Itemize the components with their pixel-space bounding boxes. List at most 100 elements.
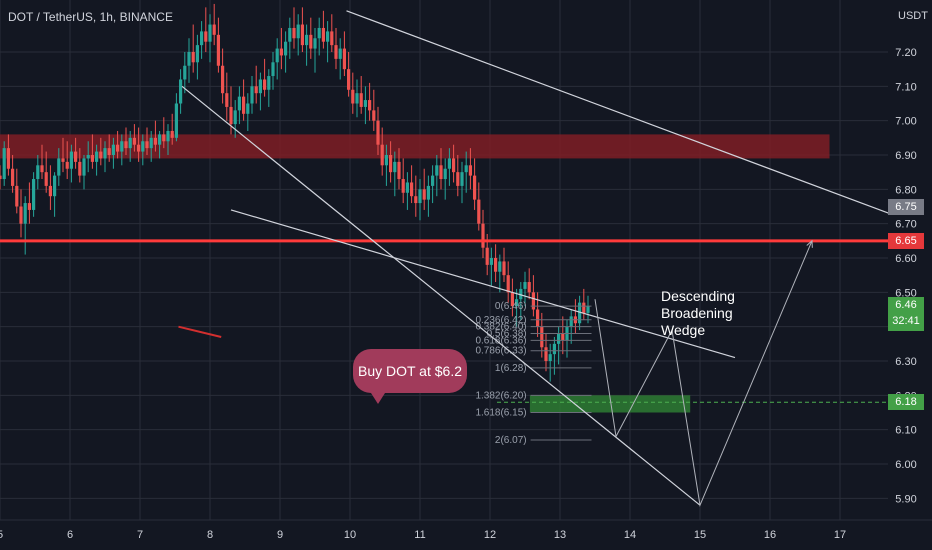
candle-up [233, 110, 237, 125]
candle-up [267, 76, 271, 90]
candle-up [57, 158, 61, 176]
candle-up [275, 48, 279, 63]
candle-down [494, 258, 498, 272]
candle-up [435, 165, 439, 176]
candle-up [166, 130, 170, 142]
candle-down [99, 151, 103, 159]
wedge-label-line-3: Wedge [661, 322, 706, 338]
x-tick-label: 16 [764, 529, 776, 541]
candle-down [414, 196, 418, 204]
candle-up [515, 299, 519, 307]
y-tick-label: 6.50 [895, 287, 916, 299]
candle-down [473, 175, 477, 200]
candle-down [351, 89, 355, 104]
fib-level-label: 0.786(6.33) [475, 346, 526, 357]
candle-up [36, 165, 40, 180]
fib-level-label: 0.618(6.36) [475, 335, 526, 346]
candle-down [468, 165, 472, 176]
candle-up [305, 34, 309, 46]
fib-level-label: 0.5(6.38) [487, 329, 527, 340]
candle-up [447, 158, 451, 169]
projection-arrowhead [806, 239, 813, 248]
x-tick-label: 5 [0, 529, 3, 541]
price-tag: 6.75 [888, 198, 924, 215]
x-tick-label: 12 [484, 529, 496, 541]
candle-down [368, 100, 372, 111]
candle-down [78, 161, 82, 176]
trendline [181, 85, 701, 506]
y-tick-label: 7.10 [895, 81, 916, 93]
candle-down [372, 110, 376, 121]
candle-down [132, 137, 136, 145]
candle-down [359, 93, 363, 107]
time-axis-background [0, 520, 932, 550]
x-tick-label: 17 [834, 529, 846, 541]
x-tick-label: 11 [414, 529, 425, 541]
buy-callout-text: Buy DOT at $6.2 [357, 363, 462, 379]
candle-up [187, 52, 191, 66]
candle-down [225, 93, 229, 107]
fib-level-label: 0(6.46) [495, 301, 527, 312]
candle-up [586, 306, 590, 313]
candle-down [485, 247, 489, 265]
candle-down [204, 31, 208, 42]
projection-path [594, 240, 813, 507]
candle-up [237, 96, 241, 111]
candle-down [216, 34, 220, 66]
candle-up [384, 155, 388, 166]
price-tag: 6.65 [888, 232, 924, 249]
candles [0, 3, 590, 382]
fib-level-label: 1(6.28) [495, 363, 527, 374]
candle-up [149, 137, 153, 149]
candle-up [313, 38, 317, 49]
y-tick-label: 6.30 [895, 356, 916, 368]
candle-up [363, 100, 367, 107]
candle-down [27, 203, 31, 210]
candle-down [191, 52, 195, 63]
candle-down [74, 151, 78, 162]
candle-up [195, 45, 199, 63]
candle-up [111, 144, 115, 155]
candle-up [103, 148, 107, 159]
candle-down [145, 141, 149, 149]
y-tick-label: 6.00 [895, 459, 916, 471]
x-tick-label: 7 [137, 529, 143, 541]
fib-level-label: 2(6.07) [495, 435, 527, 446]
candle-down [212, 24, 216, 35]
candle-up [498, 261, 502, 272]
candle-down [19, 206, 23, 224]
candle-down [376, 120, 380, 145]
candle-down [536, 309, 540, 327]
candle-up [284, 41, 288, 56]
fib-level-label: 1.618(6.15) [475, 408, 526, 419]
candle-down [40, 165, 44, 173]
candle-up [431, 175, 435, 186]
candle-down [221, 65, 225, 94]
fib-level-label: 0.382(6.40) [475, 322, 526, 333]
candle-up [464, 165, 468, 173]
candle-down [506, 275, 510, 293]
fib-level-label: 0.236(6.42) [475, 315, 526, 326]
y-tick-label: 5.90 [895, 493, 916, 505]
symbol-title[interactable]: DOT / TetherUS, 1h, BINANCE [8, 10, 173, 24]
candle-down [397, 161, 401, 180]
candle-up [2, 148, 6, 180]
candle-down [410, 182, 414, 197]
candle-down [300, 24, 304, 46]
candle-up [552, 343, 556, 355]
candle-down [242, 96, 246, 114]
candle-up [418, 189, 422, 204]
candle-down [481, 223, 485, 248]
candle-up [208, 24, 212, 42]
grid-lines [0, 0, 888, 520]
candle-down [401, 179, 405, 193]
wedge-label: Descending Broadening Wedge [661, 288, 771, 339]
candle-down [124, 141, 128, 149]
candle-up [82, 158, 86, 176]
candle-up [258, 79, 262, 94]
candle-down [6, 148, 10, 169]
candle-down [309, 34, 313, 49]
